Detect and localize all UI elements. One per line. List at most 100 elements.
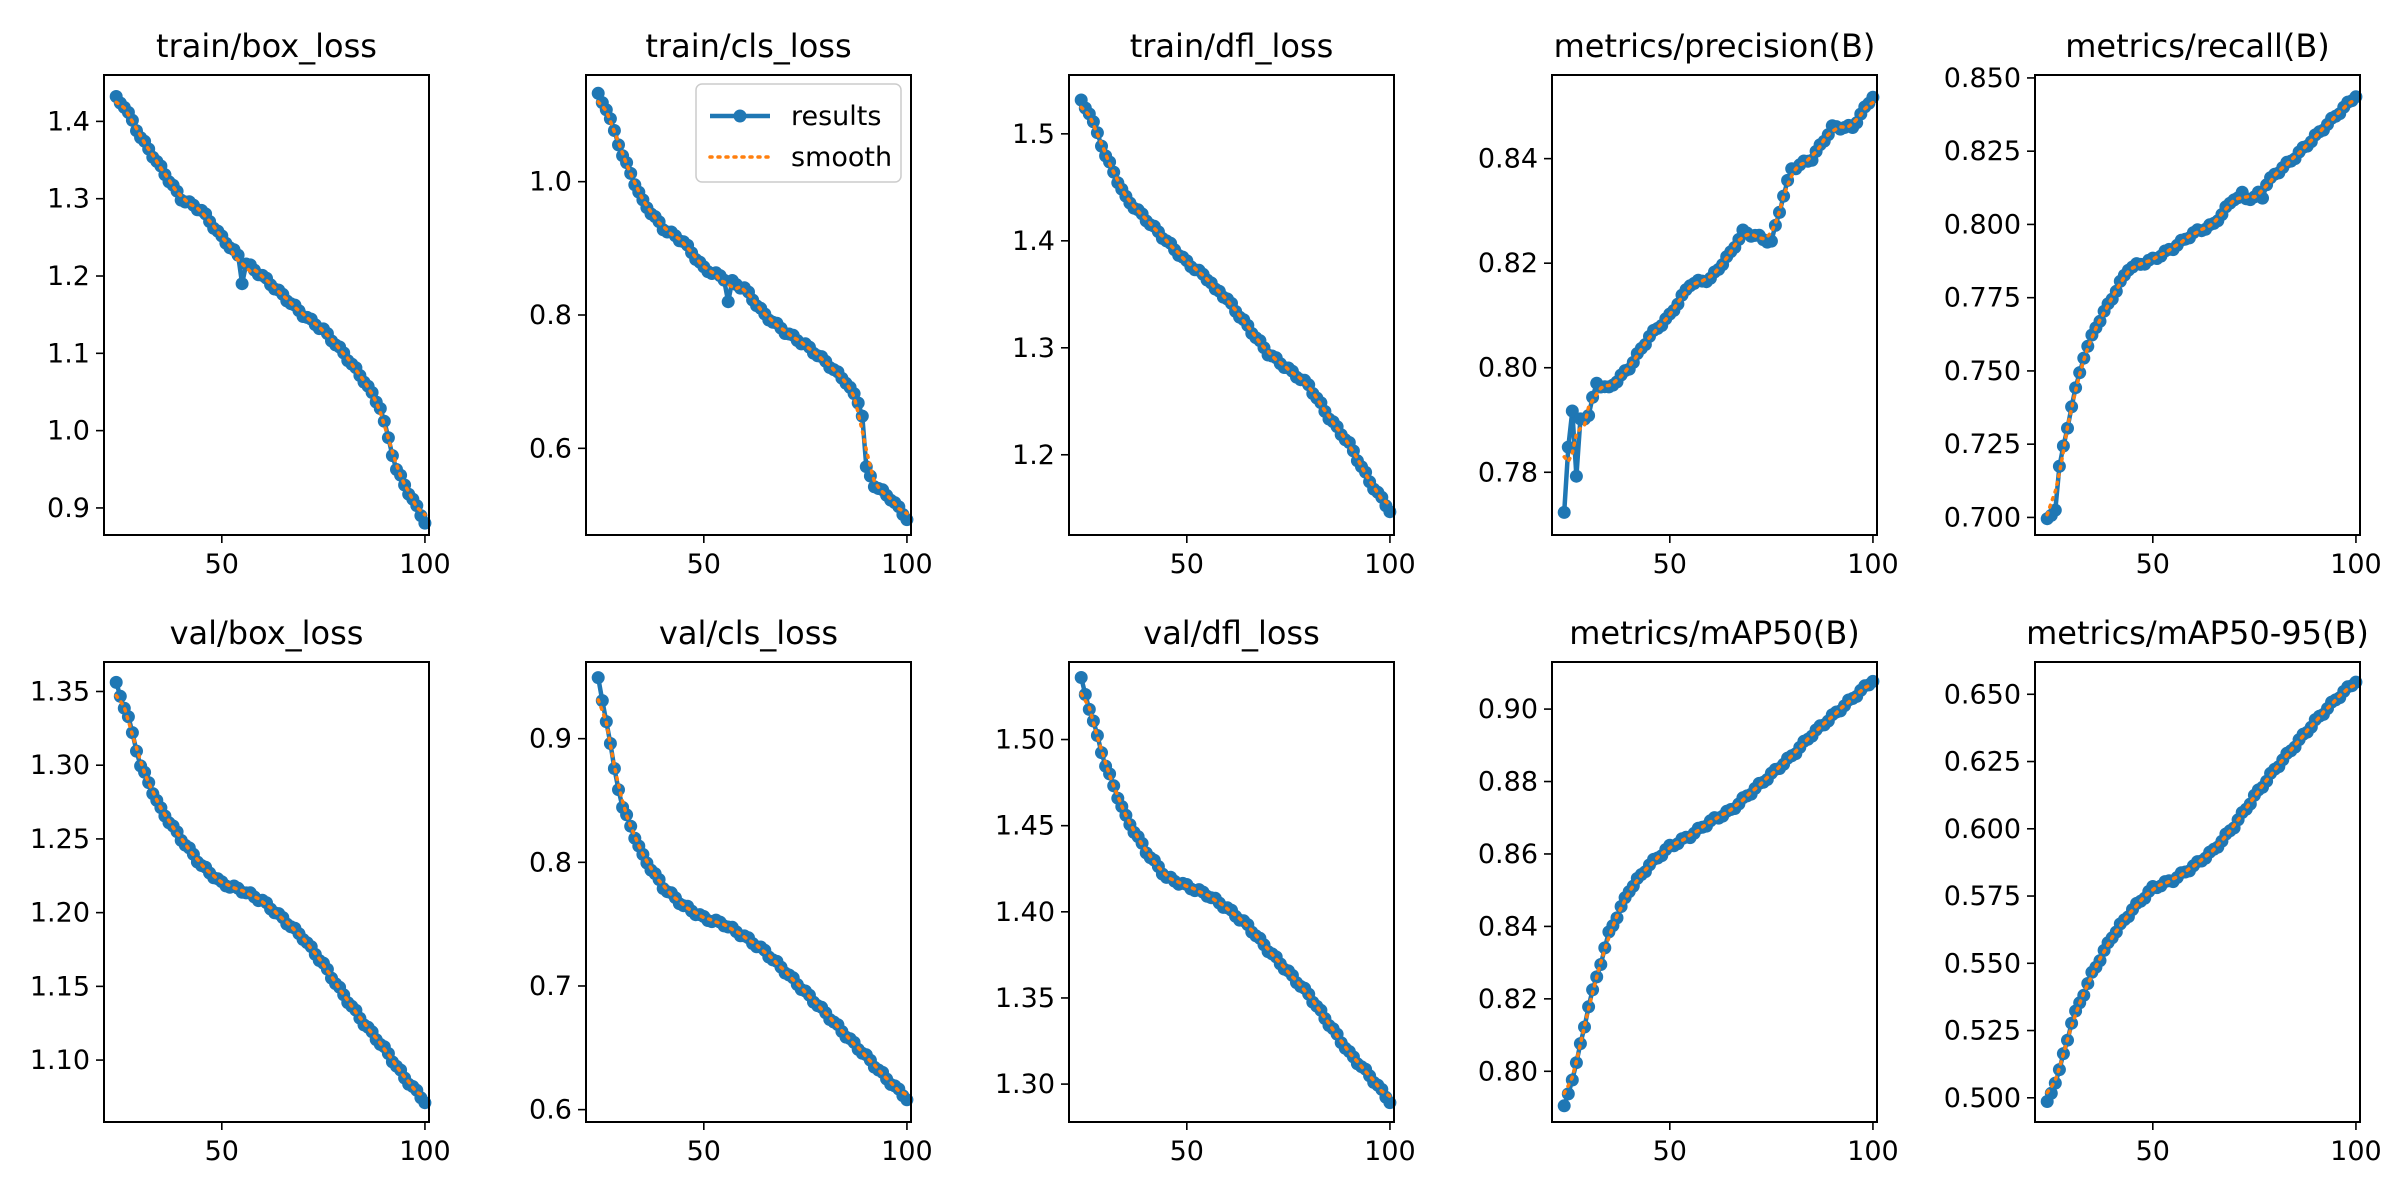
legend-box (695, 83, 902, 183)
x-tick-label: 50 (2136, 1136, 2170, 1167)
legend-label-smooth: smooth (791, 142, 892, 173)
y-tick-label: 1.30 (30, 750, 90, 781)
chart-title: val/box_loss (170, 614, 364, 652)
smooth-line (2045, 683, 2358, 1095)
y-tick-label: 0.700 (1944, 502, 2021, 533)
y-tick-label: 1.1 (47, 338, 90, 369)
y-tick-label: 1.5 (1012, 119, 1055, 150)
y-tick-label: 0.80 (1478, 1056, 1538, 1087)
results-point (1582, 409, 1596, 422)
x-tick-label: 100 (1364, 549, 1416, 580)
x-tick-label: 100 (1364, 1136, 1416, 1167)
results-point (109, 675, 123, 689)
y-tick-label: 0.9 (47, 493, 90, 524)
axes-frame (2034, 661, 2361, 1123)
smooth-line (1079, 105, 1392, 507)
y-tick-label: 1.50 (995, 725, 1055, 756)
y-tick-label: 1.45 (995, 811, 1055, 842)
results-point (235, 277, 249, 291)
results-point (1557, 505, 1571, 519)
x-tick-label: 50 (1170, 549, 1204, 580)
y-tick-label: 1.35 (995, 983, 1055, 1014)
x-tick-label: 50 (1653, 1136, 1687, 1167)
y-tick-label: 1.15 (30, 971, 90, 1002)
y-tick-label: 1.4 (47, 106, 90, 137)
y-tick-label: 0.750 (1944, 356, 2021, 387)
results-point (591, 671, 605, 685)
x-tick-label: 50 (205, 1136, 239, 1167)
results-point (2048, 503, 2062, 517)
x-tick-label: 100 (881, 549, 933, 580)
results-point (1557, 1099, 1571, 1113)
results-point (721, 295, 735, 309)
x-tick-label: 50 (1653, 549, 1687, 580)
smooth-line (114, 693, 427, 1099)
x-tick-label: 100 (2330, 1136, 2382, 1167)
axes-frame (1551, 74, 1878, 536)
chart-panel: metrics/mAP50(B) 50 100 0.80 0.82 0.84 0.86 0.8… (1478, 614, 1899, 1167)
y-tick-label: 0.7 (529, 971, 572, 1002)
results-point (1565, 404, 1579, 418)
axes-frame (103, 74, 430, 536)
chart-title: train/cls_loss (645, 27, 851, 65)
smooth-line (596, 100, 909, 516)
y-tick-label: 0.82 (1478, 984, 1538, 1015)
y-tick-label: 0.550 (1944, 948, 2021, 979)
y-tick-label: 1.40 (995, 897, 1055, 928)
y-tick-label: 0.500 (1944, 1083, 2021, 1114)
y-tick-label: 0.8 (529, 300, 572, 331)
smooth-line (1562, 100, 1875, 465)
results-line (1561, 95, 1875, 513)
y-tick-label: 0.84 (1478, 144, 1538, 175)
chart-panel: metrics/recall(B) 50 100 0.700 0.725 0.750 0.7… (1944, 27, 2382, 580)
chart-title: train/dfl_loss (1130, 27, 1334, 65)
results-point (113, 689, 127, 703)
results-point (231, 248, 245, 262)
y-tick-label: 1.2 (1012, 440, 1055, 471)
x-tick-label: 50 (2136, 549, 2170, 580)
axes-frame (1551, 661, 1878, 1123)
axes-frame (585, 74, 912, 536)
results-line (2045, 680, 2358, 1103)
y-tick-label: 0.8 (529, 847, 572, 878)
y-tick-label: 0.6 (529, 433, 572, 464)
chart-panel: train/box_loss 50 100 0.9 1.0 1.1 1.2 1.3 1.4 (47, 27, 451, 580)
results-point (1086, 714, 1100, 728)
chart-title: metrics/recall(B) (2065, 27, 2330, 65)
y-tick-label: 0.850 (1944, 63, 2021, 94)
chart-panel: val/box_loss 50 100 1.10 1.15 1.20 1.25 1.30 1.3… (30, 614, 451, 1167)
y-tick-label: 0.775 (1944, 283, 2021, 314)
y-tick-label: 1.2 (47, 261, 90, 292)
legend-label-results: results (791, 101, 881, 132)
x-tick-label: 50 (687, 549, 721, 580)
y-tick-label: 1.25 (30, 824, 90, 855)
chart-panel: metrics/precision(B) 50 100 0.78 0.80 0.82 0.8… (1478, 27, 1899, 580)
y-tick-label: 1.3 (47, 184, 90, 215)
y-tick-label: 0.625 (1944, 747, 2021, 778)
y-tick-label: 1.30 (995, 1069, 1055, 1100)
y-tick-label: 0.90 (1478, 694, 1538, 725)
y-tick-label: 1.0 (529, 167, 572, 198)
chart-panel: val/cls_loss 50 100 0.6 0.7 0.8 0.9 (529, 614, 933, 1167)
y-tick-label: 0.82 (1478, 248, 1538, 279)
smooth-line (2045, 98, 2358, 517)
x-tick-label: 100 (1847, 549, 1899, 580)
chart-panel: val/dfl_loss 50 100 1.30 1.35 1.40 1.45 1.50 (995, 614, 1416, 1167)
chart-title: metrics/mAP50(B) (1569, 614, 1860, 652)
y-tick-label: 0.78 (1478, 457, 1538, 488)
x-tick-label: 50 (1170, 1136, 1204, 1167)
axes-frame (2034, 74, 2361, 536)
y-tick-label: 0.6 (529, 1095, 572, 1126)
legend: results smooth (695, 83, 902, 183)
x-tick-label: 100 (1847, 1136, 1899, 1167)
x-tick-label: 100 (399, 549, 451, 580)
results-point (1090, 729, 1104, 742)
results-point (1569, 469, 1583, 483)
chart-panel: train/cls_loss 50 100 0.6 0.8 1.0 results smoot… (529, 27, 933, 580)
y-tick-label: 0.600 (1944, 814, 2021, 845)
smooth-line (1079, 692, 1392, 1099)
y-tick-label: 0.80 (1478, 353, 1538, 384)
chart-panel: train/dfl_loss 50 100 1.2 1.3 1.4 1.5 (1012, 27, 1416, 580)
legend-results-marker (733, 109, 747, 123)
